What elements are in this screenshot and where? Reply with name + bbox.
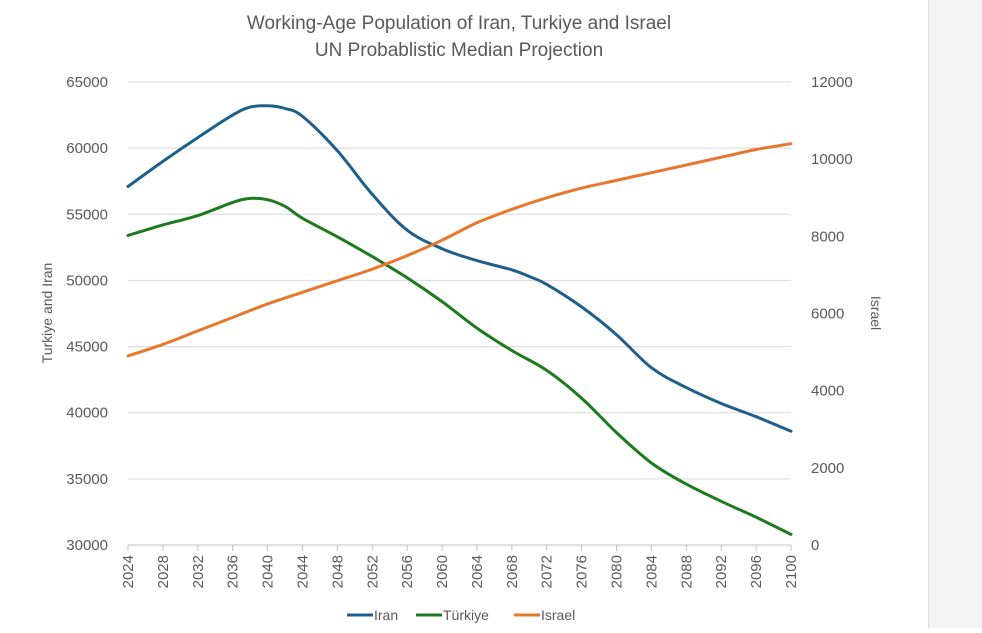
chart-subtitle: UN Probablistic Median Projection [315, 40, 603, 61]
y-tick-label: 45000 [66, 339, 108, 356]
x-tick-label: 2040 [260, 555, 277, 588]
x-tick-label: 2048 [329, 555, 346, 588]
x-tick-label: 2100 [783, 555, 800, 588]
y2-tick-label: 2000 [811, 460, 844, 477]
x-tick-label: 2052 [364, 555, 381, 588]
axes: 3000035000400004500050000550006000065000… [66, 74, 852, 588]
y-tick-label: 60000 [66, 140, 108, 157]
series-lines [128, 106, 791, 535]
y-tick-label: 50000 [66, 272, 108, 289]
y2-tick-label: 10000 [811, 151, 853, 168]
y-tick-label: 65000 [66, 74, 108, 91]
x-tick-label: 2096 [748, 555, 765, 588]
y2-tick-label: 8000 [811, 228, 844, 245]
series-line-israel [128, 144, 791, 356]
y2-tick-label: 4000 [811, 383, 844, 400]
y-axis-title-right: Israel [868, 296, 884, 330]
y-tick-label: 40000 [66, 405, 108, 422]
side-panel [928, 0, 982, 628]
x-tick-label: 2088 [678, 555, 695, 588]
y-tick-label: 30000 [66, 537, 108, 554]
x-tick-label: 2084 [643, 555, 660, 588]
x-tick-label: 2072 [539, 555, 556, 588]
x-tick-label: 2064 [469, 555, 486, 588]
x-tick-label: 2024 [120, 555, 137, 588]
legend-label-israel: Israel [541, 607, 575, 623]
x-tick-label: 2036 [225, 555, 242, 588]
y-tick-label: 55000 [66, 206, 108, 223]
series-line-turkiye [128, 198, 791, 534]
y-tick-label: 35000 [66, 471, 108, 488]
chart-area: Working-Age Population of Iran, Turkiye … [0, 0, 928, 628]
x-tick-label: 2028 [155, 555, 172, 588]
chart-title: Working-Age Population of Iran, Turkiye … [247, 13, 671, 34]
y-axis-title-left: Turkiye and Iran [39, 263, 55, 364]
y2-tick-label: 0 [811, 537, 819, 554]
y2-tick-label: 12000 [811, 74, 853, 91]
x-tick-label: 2092 [713, 555, 730, 588]
y2-tick-label: 6000 [811, 306, 844, 323]
legend-label-iran: Iran [374, 607, 398, 623]
x-tick-label: 2060 [434, 555, 451, 588]
x-tick-label: 2080 [609, 555, 626, 588]
series-line-iran [128, 106, 791, 431]
x-tick-label: 2032 [190, 555, 207, 588]
x-tick-label: 2056 [399, 555, 416, 588]
x-tick-label: 2068 [504, 555, 521, 588]
line-chart: Working-Age Population of Iran, Turkiye … [0, 0, 928, 628]
x-tick-label: 2076 [574, 555, 591, 588]
legend: Iran Türkiye Israel [347, 607, 575, 623]
x-tick-label: 2044 [294, 555, 311, 588]
legend-label-turkiye: Türkiye [443, 607, 489, 623]
